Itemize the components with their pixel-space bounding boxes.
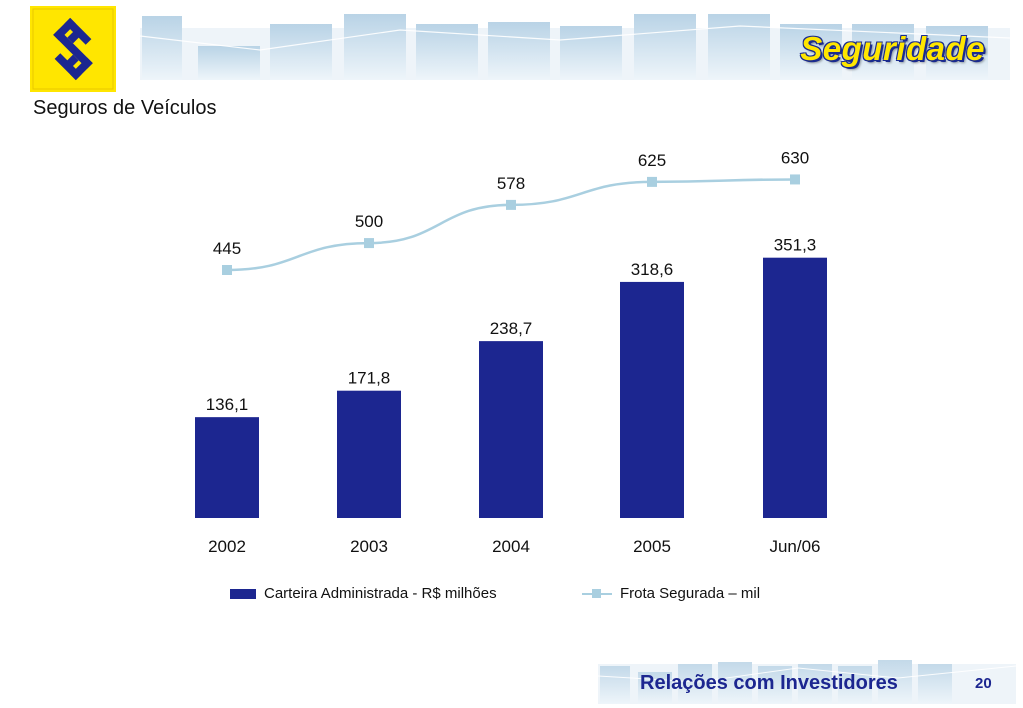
x-tick-label: Jun/06 <box>769 537 820 556</box>
bar-Jun/06 <box>763 257 827 518</box>
line-point-2002 <box>222 265 232 275</box>
line-point-2005 <box>647 176 657 187</box>
legend-item-line: Frota Segurada – mil <box>582 585 760 602</box>
footer-text: Relações com Investidores <box>640 672 898 694</box>
legend-line-label: Frota Segurada – mil <box>620 585 761 602</box>
bar-value-label: 136,1 <box>206 395 249 414</box>
line-series <box>226 178 796 272</box>
bank-logo <box>30 6 116 92</box>
page-number: 20 <box>975 675 992 692</box>
bar-2002 <box>195 417 259 518</box>
line-value-label: 445 <box>213 239 241 258</box>
bar-2005 <box>620 281 684 518</box>
legend-item-bar: Carteira Administrada - R$ milhões <box>230 585 497 602</box>
line-point-2003 <box>364 238 374 249</box>
legend-bar-label: Carteira Administrada - R$ milhões <box>264 585 497 602</box>
bar-2004 <box>479 341 543 518</box>
bar-value-label: 351,3 <box>774 236 817 255</box>
x-tick-label: 2005 <box>633 537 671 556</box>
x-tick-label: 2003 <box>350 537 388 556</box>
header-decorative-band <box>140 14 1010 80</box>
chart-legend: Carteira Administrada - R$ milhões Frota… <box>0 585 1023 605</box>
line-value-label: 578 <box>497 174 525 193</box>
x-tick-label: 2002 <box>208 537 246 556</box>
x-tick-label: 2004 <box>492 537 530 556</box>
line-point-2004 <box>506 199 516 210</box>
bar-value-label: 171,8 <box>348 369 391 388</box>
line-value-label: 500 <box>355 212 383 231</box>
footer-decorative-band <box>598 660 1016 704</box>
bar-2003 <box>337 390 401 518</box>
line-point-Jun/06 <box>790 174 800 185</box>
line-value-label: 625 <box>638 151 666 170</box>
legend-bar-swatch <box>230 588 256 599</box>
bar-value-label: 238,7 <box>490 319 533 338</box>
line-value-label: 630 <box>781 148 809 167</box>
legend-line-swatch <box>582 588 612 599</box>
bar-value-label: 318,6 <box>631 260 674 279</box>
page-subtitle: Seguros de Veículos <box>33 97 217 119</box>
header-title: Seguridade <box>800 30 985 67</box>
